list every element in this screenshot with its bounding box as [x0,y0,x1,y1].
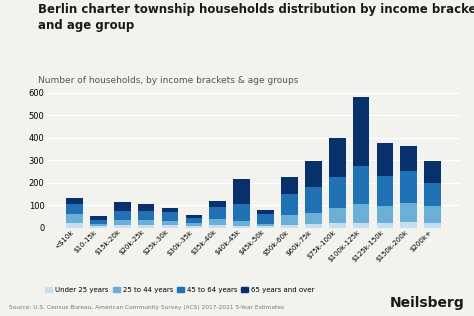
Bar [90,220,107,224]
Bar [257,224,274,226]
Text: Number of households, by income brackets & age groups: Number of households, by income brackets… [38,76,298,85]
Bar [162,212,178,221]
Bar [138,220,155,225]
Bar [424,161,441,183]
Bar [114,220,131,225]
Bar [114,211,131,220]
Bar [281,225,298,228]
Bar [114,202,131,211]
Bar [233,221,250,226]
Bar [66,204,83,214]
Bar [353,223,369,228]
Bar [401,146,417,172]
Bar [305,213,322,224]
Bar [233,204,250,221]
Bar [66,198,83,204]
Bar [353,97,369,166]
Bar [329,177,346,209]
Bar [305,187,322,213]
Bar [138,211,155,220]
Bar [424,206,441,223]
Bar [114,225,131,228]
Bar [233,226,250,228]
Bar [281,177,298,194]
Bar [305,224,322,228]
Bar [305,161,322,187]
Bar [281,194,298,215]
Bar [162,225,178,228]
Bar [353,204,369,223]
Bar [376,176,393,206]
Bar [424,223,441,228]
Bar [257,214,274,224]
Bar [401,203,417,222]
Text: Neilsberg: Neilsberg [390,296,465,310]
Bar [185,215,202,218]
Bar [210,207,226,219]
Bar [233,179,250,204]
Bar [185,223,202,226]
Bar [424,183,441,206]
Bar [210,219,226,225]
Bar [210,201,226,207]
Bar [138,204,155,211]
Bar [162,208,178,212]
Bar [376,206,393,223]
Bar [376,143,393,176]
Legend: Under 25 years, 25 to 44 years, 45 to 64 years, 65 years and over: Under 25 years, 25 to 44 years, 45 to 64… [43,284,317,295]
Bar [66,223,83,228]
Bar [376,223,393,228]
Bar [185,218,202,223]
Bar [353,166,369,204]
Bar [401,172,417,203]
Bar [90,216,107,220]
Bar [329,209,346,223]
Bar [66,214,83,223]
Bar [329,138,346,177]
Bar [138,225,155,228]
Bar [185,226,202,228]
Bar [257,210,274,214]
Bar [401,222,417,228]
Bar [162,221,178,225]
Text: Berlin charter township households distribution by income bracket
and age group: Berlin charter township households distr… [38,3,474,32]
Bar [90,224,107,226]
Text: Source: U.S. Census Bureau, American Community Survey (ACS) 2017-2021 5-Year Est: Source: U.S. Census Bureau, American Com… [9,305,284,310]
Bar [329,223,346,228]
Bar [281,215,298,225]
Bar [210,225,226,228]
Bar [257,226,274,228]
Bar [90,226,107,228]
